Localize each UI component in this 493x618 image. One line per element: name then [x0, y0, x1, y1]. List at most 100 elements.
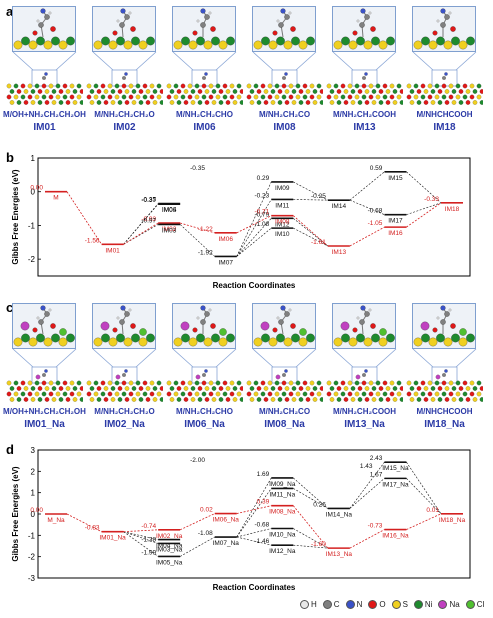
- chart-svg: -3 -2 -1 0 1 2 3 Gibbs Free Energies (eV) Reacti…: [11, 446, 471, 592]
- structure-formula: M/NH₂CH₂CO: [258, 407, 311, 416]
- energy-value-label: -0.33: [424, 196, 439, 203]
- x-axis-label: Reaction Coordinates: [213, 583, 296, 592]
- molecule-zoom-graphic: [173, 305, 235, 347]
- energy-value-label: -0.37: [141, 197, 156, 204]
- energy-value-label: 0.39: [257, 499, 270, 506]
- energy-value-label: -1.08: [198, 530, 213, 537]
- atom-symbol: O: [379, 600, 386, 609]
- atom-symbol: N: [356, 600, 363, 609]
- zoom-connector-lines: [332, 52, 397, 71]
- state-label: IM14: [332, 203, 347, 210]
- molecule-zoom-graphic: [413, 8, 475, 50]
- y-tick-label: 0: [31, 188, 36, 197]
- atom-symbol: Ni: [424, 600, 433, 609]
- structure-formula: M/OH+NH₂CH₂CH₂OH: [3, 110, 86, 119]
- energy-profile-chart-d: -3 -2 -1 0 1 2 3 Gibbs Free Energies (eV) Reacti…: [0, 442, 493, 600]
- slab-model: [326, 68, 403, 108]
- zoom-inset: [332, 6, 396, 52]
- structure-row-a: M/OH+NH₂CH₂CH₂OH IM01 M/NH₂CH₂CH₂O IM02 M/NH…: [0, 6, 493, 146]
- energy-value-label: -0.25: [311, 193, 326, 200]
- energy-value-label: -0.23: [254, 192, 269, 199]
- slab-graphic: [86, 69, 163, 105]
- structure-id: IM02_Na: [104, 419, 145, 430]
- structure-formula: M/OH+NH₂CH₂CH₂OH: [3, 407, 86, 416]
- panel-a-structure-2: M/NH₂CH₂CH₂O IM02: [86, 6, 163, 146]
- state-label: IM01: [105, 247, 120, 254]
- slab-model: [6, 365, 83, 405]
- molecule-zoom-graphic: [93, 305, 155, 347]
- state-label: IM01_Na: [99, 535, 126, 542]
- slab-model: [6, 68, 83, 108]
- state-label: IM15: [388, 175, 403, 182]
- state-label: IM08_Na: [269, 509, 296, 516]
- zoom-connector-lines: [172, 349, 237, 368]
- slab-graphic: [406, 366, 483, 402]
- structure-formula: M/NHCHCOOH: [416, 110, 473, 119]
- slab-graphic: [326, 366, 403, 402]
- side-path-link: [236, 199, 272, 257]
- main-path-link: [236, 505, 272, 514]
- energy-value-label: 0.00: [30, 185, 43, 192]
- atom-color-swatch: [368, 600, 378, 609]
- molecule-zoom-graphic: [173, 8, 235, 50]
- main-path-link: [180, 222, 215, 234]
- state-label: IM10_Na: [269, 532, 296, 539]
- side-path-link: [349, 478, 385, 509]
- panel-label-b: b: [6, 150, 14, 165]
- atom-symbol: C: [333, 600, 340, 609]
- y-axis-label: Gibbs Free Energies (eV): [11, 466, 20, 561]
- energy-value-label: 0.01: [426, 507, 439, 514]
- panel-a-structure-4: M/NH₂CH₂CO IM08: [246, 6, 323, 146]
- panel-c-structure-3: M/NH₂CH₂CHO IM06_Na: [166, 303, 243, 443]
- slab-model: [86, 68, 163, 108]
- structure-id: IM13: [353, 122, 376, 133]
- state-label: IM16_Na: [382, 533, 409, 540]
- state-label: IM14_Na: [326, 511, 353, 518]
- panel-label-c: c: [6, 300, 14, 315]
- state-label: IM12: [275, 221, 290, 228]
- energy-value-label: -0.79: [254, 211, 269, 218]
- energy-value-label: -1.05: [368, 220, 383, 227]
- main-path-link: [406, 202, 442, 228]
- structure-id: IM01_Na: [24, 419, 65, 430]
- side-path-link: [293, 227, 328, 247]
- slab-model: [166, 68, 243, 108]
- side-path-link: [293, 199, 328, 201]
- slab-model: [166, 365, 243, 405]
- slab-model: [246, 365, 323, 405]
- structure-id: IM06_Na: [184, 419, 225, 430]
- energy-value-label: 0.00: [30, 507, 43, 514]
- energy-value-label: 1.43: [360, 463, 373, 470]
- main-path-link: [123, 222, 159, 245]
- side-path-link: [406, 171, 442, 204]
- energy-value-label: -0.97: [141, 217, 156, 224]
- energy-value-label: -1.56: [85, 237, 100, 244]
- state-label: IM05_Na: [156, 559, 183, 566]
- side-path-link: [349, 461, 385, 509]
- state-label: IM04: [162, 207, 177, 214]
- side-path-link: [293, 544, 328, 549]
- legend-item: O: [368, 600, 386, 609]
- panel-c-structure-2: M/NH₂CH₂CH₂O IM02_Na: [86, 303, 163, 443]
- main-path-link: [179, 513, 215, 531]
- panel-c-structure-6: M/NHCHCOOH IM18_Na: [406, 303, 483, 443]
- y-tick-label: -2: [28, 553, 36, 562]
- molecule-zoom-graphic: [13, 8, 75, 50]
- state-label: IM12_Na: [269, 548, 296, 555]
- energy-value-label: -1.92: [198, 249, 213, 256]
- zoom-connector-lines: [172, 52, 237, 71]
- state-label: IM11: [275, 202, 289, 209]
- structure-id: IM02: [113, 122, 136, 133]
- panel-a-structure-6: M/NHCHCOOH IM18: [406, 6, 483, 146]
- structure-formula: M/NHCHCOOH: [416, 407, 473, 416]
- state-label: IM02: [162, 226, 177, 233]
- side-path-link: [123, 203, 159, 245]
- legend-item: C: [322, 600, 340, 609]
- main-path-link: [236, 215, 272, 234]
- panel-a-structure-5: M/NH₂CH₂COOH IM13: [326, 6, 403, 146]
- state-label: IM17: [388, 218, 403, 225]
- chart-svg: -2 -1 0 1 Gibbs Free Energies (eV) Reaction C…: [11, 154, 471, 290]
- side-path-link: [236, 536, 272, 546]
- energy-value-label: -1.46: [254, 538, 269, 545]
- atom-color-swatch: [465, 600, 475, 609]
